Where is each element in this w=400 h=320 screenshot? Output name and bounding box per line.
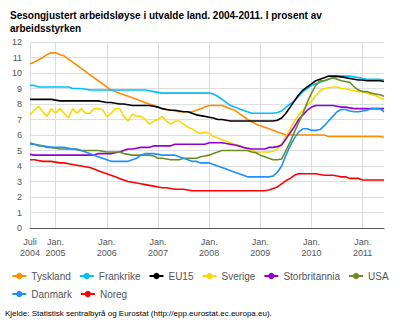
svg-text:Danmark: Danmark (31, 289, 73, 300)
svg-text:Storbritannia: Storbritannia (283, 271, 340, 282)
svg-text:0: 0 (17, 223, 22, 233)
svg-text:Jan.: Jan. (149, 237, 166, 247)
svg-text:6: 6 (17, 130, 22, 140)
svg-text:Jan.: Jan. (47, 237, 64, 247)
svg-text:Sesongjustert arbeidsløyse i u: Sesongjustert arbeidsløyse i utvalde lan… (10, 10, 322, 21)
svg-text:2: 2 (17, 192, 22, 202)
svg-text:7: 7 (17, 115, 22, 125)
svg-text:9: 9 (17, 84, 22, 94)
svg-text:2010: 2010 (301, 248, 321, 258)
svg-text:Jan.: Jan. (354, 237, 371, 247)
svg-text:USA: USA (368, 271, 389, 282)
svg-text:1: 1 (17, 208, 22, 218)
svg-text:12: 12 (12, 37, 22, 47)
svg-text:2007: 2007 (148, 248, 168, 258)
svg-text:2008: 2008 (199, 248, 219, 258)
svg-text:Jan.: Jan. (252, 237, 269, 247)
svg-text:Frankrike: Frankrike (99, 271, 141, 282)
svg-text:Jan.: Jan. (98, 237, 115, 247)
svg-text:Noreg: Noreg (100, 289, 127, 300)
svg-text:EU15: EU15 (168, 271, 193, 282)
svg-text:Kjelde: Statistisk sentralbyrå: Kjelde: Statistisk sentralbyrå og Eurost… (5, 309, 272, 318)
svg-text:2009: 2009 (250, 248, 270, 258)
svg-text:11: 11 (13, 53, 22, 63)
svg-text:arbeidsstyrken: arbeidsstyrken (10, 23, 81, 34)
svg-text:3: 3 (17, 177, 22, 187)
svg-text:8: 8 (17, 99, 22, 109)
svg-text:Juli: Juli (23, 237, 37, 247)
svg-text:10: 10 (12, 68, 22, 78)
svg-text:2011: 2011 (353, 248, 372, 258)
svg-text:2004: 2004 (20, 248, 40, 258)
svg-text:Tyskland: Tyskland (31, 271, 70, 282)
svg-text:Jan.: Jan. (201, 237, 218, 247)
svg-text:Sverige: Sverige (221, 271, 255, 282)
svg-text:5: 5 (17, 146, 22, 156)
svg-text:4: 4 (17, 161, 22, 171)
svg-text:2005: 2005 (46, 248, 66, 258)
svg-text:Jan.: Jan. (303, 237, 320, 247)
svg-text:2006: 2006 (97, 248, 117, 258)
